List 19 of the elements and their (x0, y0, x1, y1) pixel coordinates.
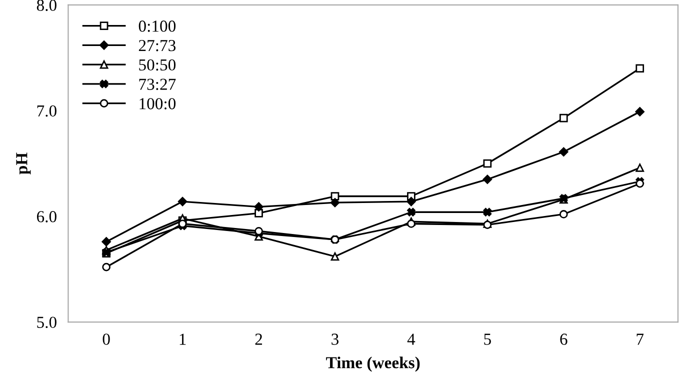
x-tick-label: 6 (560, 334, 568, 345)
x-tick-label: 3 (332, 334, 338, 345)
legend-label: 27:73 (138, 40, 176, 52)
x-tick-label: 4 (407, 334, 416, 345)
legend-label: 0:100 (138, 20, 176, 32)
legend-label: 50:50 (139, 59, 176, 71)
y-axis-title: pH (16, 152, 31, 174)
x-tick-label: 0 (102, 334, 110, 345)
y-tick-label: 7.0 (37, 105, 56, 117)
legend-label: 100:0 (140, 98, 176, 110)
y-tick-label: 8.0 (36, 0, 56, 11)
x-tick-label: 2 (255, 334, 262, 345)
x-axis-title: Time (weeks) (326, 356, 420, 372)
x-tick-label: 7 (636, 334, 644, 345)
y-tick-label: 6.0 (36, 211, 56, 222)
legend-label: 73:27 (139, 78, 176, 90)
y-tick-label: 5.0 (37, 316, 56, 328)
x-tick-label: 1 (180, 334, 186, 345)
x-tick-label: 5 (484, 334, 491, 345)
